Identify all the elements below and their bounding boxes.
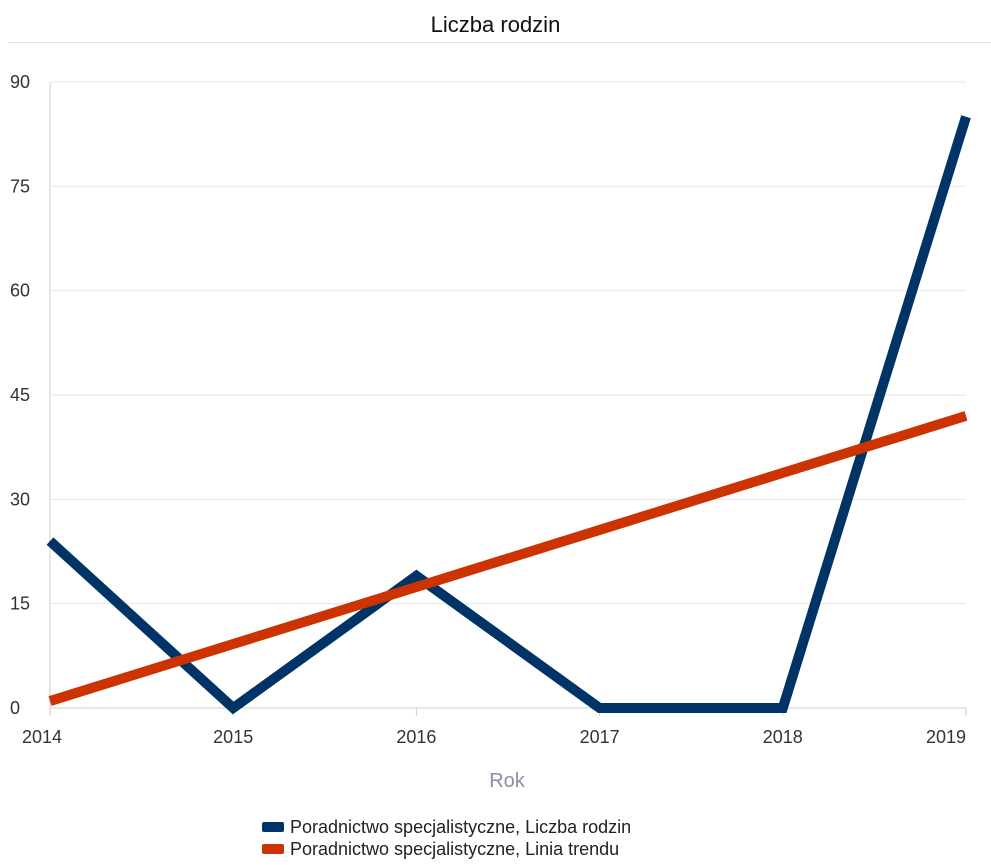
- legend-swatch-linia-trendu: [262, 844, 284, 854]
- gridlines: [50, 81, 966, 605]
- line-chart: 0 15 30 45 60 75 90 2014 2015 2016 2017 2018 2019 R…: [10, 72, 971, 792]
- x-axis-label: Rok: [489, 770, 526, 792]
- chart-title: Liczba rodzin: [430, 12, 561, 37]
- x-tick-label: 2014: [22, 727, 62, 747]
- legend-item-liczba-rodzin[interactable]: Poradnictwo specjalistyczne, Liczba rodz…: [262, 816, 631, 838]
- y-tick-label: 0: [10, 698, 20, 718]
- x-tick-label: 2018: [763, 727, 803, 747]
- series-line-linia-trendu[interactable]: [48, 411, 968, 706]
- x-tick-label: 2015: [213, 727, 253, 747]
- y-tick-label: 75: [10, 176, 30, 196]
- legend-label-liczba-rodzin: Poradnictwo specjalistyczne, Liczba rodz…: [290, 817, 632, 837]
- x-tick-label: 2017: [580, 727, 620, 747]
- legend: Poradnictwo specjalistyczne, Liczba rodz…: [262, 816, 631, 860]
- y-tick-label: 90: [10, 72, 30, 92]
- axes: [49, 82, 966, 709]
- legend-swatch-liczba-rodzin: [262, 822, 284, 832]
- title-divider: [8, 42, 991, 43]
- series-lines: [46, 115, 971, 715]
- x-tick-label: 2019: [926, 727, 966, 747]
- y-tick-label: 60: [10, 281, 30, 301]
- legend-item-linia-trendu[interactable]: Poradnictwo specjalistyczne, Linia trend…: [262, 838, 631, 860]
- series-line-liczba-rodzin[interactable]: [46, 115, 971, 715]
- y-axis-ticks: 0 15 30 45 60 75 90: [10, 72, 30, 718]
- legend-label-linia-trendu: Poradnictwo specjalistyczne, Linia trend…: [290, 839, 620, 859]
- y-tick-label: 15: [10, 594, 30, 614]
- y-tick-label: 45: [10, 385, 30, 405]
- x-axis-ticks: 2014 2015 2016 2017 2018 2019: [22, 708, 967, 747]
- y-tick-label: 30: [10, 489, 30, 509]
- x-tick-label: 2016: [396, 727, 436, 747]
